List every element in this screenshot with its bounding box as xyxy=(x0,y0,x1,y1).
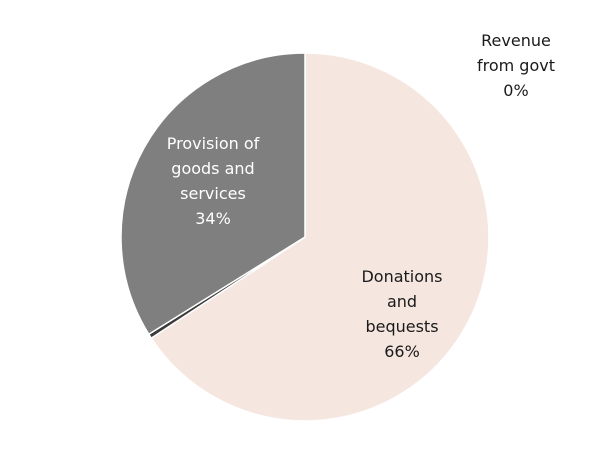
slice-label-donations-and-bequests: Donations and bequests 66% xyxy=(361,267,442,361)
pie-slice-provision-of-goods-and-services xyxy=(120,52,306,336)
pie-slices xyxy=(120,52,490,422)
pie-slice-donations-and-bequests xyxy=(150,52,490,422)
slice-label-revenue-from-govt: Revenue from govt 0% xyxy=(477,31,555,100)
slice-label-provision-of-goods-and-services: Provision of goods and services 34% xyxy=(167,134,260,228)
pie-labels: Donations and bequests 66% Revenue from govt 0… xyxy=(167,31,555,361)
